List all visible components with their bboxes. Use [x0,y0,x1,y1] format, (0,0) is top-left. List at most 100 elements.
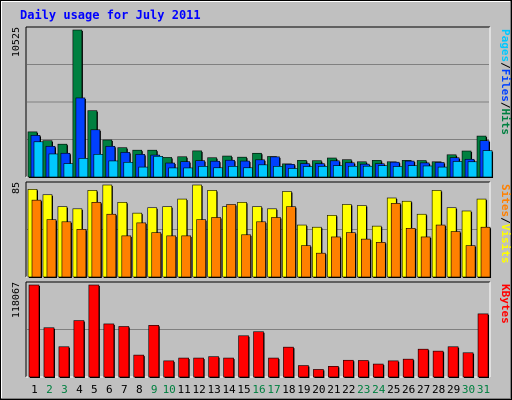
bar-pages-11 [183,167,193,178]
x-tick-label-8: 8 [136,383,143,396]
bar-pages-31 [482,150,493,178]
legend-item-sites: Sites [499,184,512,217]
bar-pages-1 [33,141,44,178]
legend-visits: Sites/Visits [499,184,512,264]
bar-kbytes-2 [43,327,55,378]
bar-sites-24 [375,242,386,278]
bar-pages-6 [108,160,119,178]
bar-kbytes-22 [343,359,354,378]
bar-pages-24 [377,165,388,178]
bar-sites-20 [316,252,326,278]
legend-item-pages: Pages [499,29,512,62]
bar-pages-16 [258,164,268,178]
bar-pages-18 [288,168,298,178]
bar-kbytes-12 [193,357,204,378]
legend-item-hits: Hits [499,109,512,136]
bar-kbytes-6 [103,323,115,378]
bar-sites-12 [196,219,206,278]
y-max-label-visits: 85 [11,182,22,194]
bar-sites-9 [151,232,162,278]
x-tick-label-17: 17 [267,383,280,396]
x-tick-label-26: 26 [402,383,415,396]
legend-kbytes: KBytes [499,284,512,324]
x-tick-label-19: 19 [297,383,310,396]
bar-pages-4 [78,158,89,178]
bar-pages-29 [452,161,463,178]
bar-kbytes-24 [372,363,384,378]
x-tick-label-28: 28 [432,383,445,396]
bar-sites-10 [166,235,177,278]
bar-kbytes-15 [238,335,249,378]
bar-kbytes-17 [268,357,279,378]
legend-separator: / [499,102,512,109]
bar-sites-3 [61,221,72,278]
bar-kbytes-4 [73,320,85,378]
x-tick-label-15: 15 [237,383,250,396]
bar-pages-3 [63,163,74,178]
x-tick-label-16: 16 [252,383,265,396]
x-tick-label-25: 25 [387,383,400,396]
x-tick-label-14: 14 [222,383,236,396]
x-tick-label-18: 18 [282,383,295,396]
panel-kbytes: 118067 KBytes [11,281,512,378]
x-tick-label-23: 23 [357,383,370,396]
bar-kbytes-30 [462,352,474,378]
bar-sites-11 [181,235,191,278]
bar-kbytes-9 [148,325,160,378]
bar-kbytes-11 [178,357,189,378]
legend-separator: / [499,217,512,224]
x-tick-label-3: 3 [61,383,68,396]
bar-pages-28 [437,166,448,178]
y-max-label-kbytes: 118067 [11,282,22,318]
bar-kbytes-19 [298,365,309,378]
x-tick-label-11: 11 [178,383,191,396]
bar-kbytes-10 [163,360,175,378]
bar-sites-22 [346,232,356,278]
x-tick-label-24: 24 [372,383,386,396]
legend-separator: / [499,62,512,69]
x-tick-label-1: 1 [31,383,38,396]
bar-pages-21 [333,165,343,178]
bar-pages-15 [243,167,253,178]
bar-sites-30 [465,245,476,278]
x-tick-label-21: 21 [327,383,340,396]
x-tick-label-12: 12 [193,383,206,396]
bar-pages-23 [362,165,373,178]
bar-kbytes-20 [313,369,324,378]
x-tick-label-13: 13 [207,383,220,396]
bar-sites-25 [390,203,401,278]
bar-pages-8 [138,166,149,178]
bar-pages-26 [407,165,418,178]
bar-kbytes-14 [223,357,234,378]
bar-kbytes-1 [28,284,40,378]
x-tick-label-7: 7 [121,383,128,396]
panel-hits: 10525 Pages/Files/Hits [11,26,512,178]
bar-sites-6 [106,213,117,278]
legend-item-visits: Visits [499,224,512,264]
bar-pages-14 [228,166,238,178]
bar-sites-14 [226,204,236,278]
bar-sites-5 [91,202,102,278]
bar-pages-27 [422,165,433,178]
bar-pages-22 [348,165,358,178]
chart-title: Daily usage for July 2011 [20,8,201,22]
legend-hits: Pages/Files/Hits [499,29,512,135]
bar-sites-23 [360,238,371,278]
bar-kbytes-18 [283,346,294,378]
bar-kbytes-21 [328,366,339,378]
bar-kbytes-8 [133,354,145,378]
bar-kbytes-31 [477,313,489,378]
bar-pages-7 [123,162,134,178]
bar-sites-27 [420,236,431,278]
x-tick-label-20: 20 [312,383,325,396]
bar-sites-13 [211,217,221,278]
bar-kbytes-16 [253,331,264,378]
x-tick-label-5: 5 [91,383,98,396]
bar-sites-15 [241,234,251,278]
bar-kbytes-7 [118,326,130,378]
bar-kbytes-5 [88,284,100,378]
bar-pages-25 [392,166,403,178]
bar-sites-29 [450,231,461,278]
x-tick-label-9: 9 [151,383,158,396]
